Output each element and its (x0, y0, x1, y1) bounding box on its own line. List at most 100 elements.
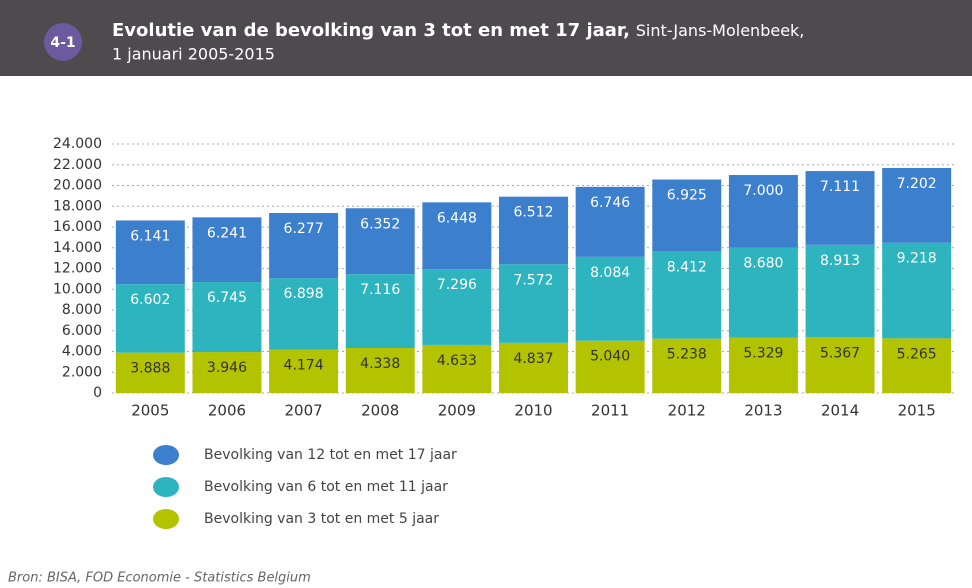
y-tick-label: 20.000 (53, 178, 102, 194)
badge-circle (44, 23, 82, 61)
value-label: 4.174 (284, 358, 324, 374)
bar (728, 175, 798, 248)
value-label: 6.602 (130, 292, 170, 308)
x-tick-label: 2015 (898, 402, 936, 420)
y-tick-label: 2.000 (62, 364, 102, 380)
bar (575, 186, 645, 257)
bar (652, 338, 722, 393)
value-label: 5.238 (667, 347, 707, 363)
value-label: 6.898 (284, 286, 324, 302)
y-tick-label: 4.000 (62, 344, 102, 360)
value-label: 8.680 (743, 256, 783, 272)
x-tick-label: 2011 (591, 402, 629, 420)
value-label: 8.412 (667, 259, 707, 275)
value-label: 5.329 (743, 346, 783, 362)
x-tick-label: 2009 (438, 402, 476, 420)
value-label: 3.946 (207, 360, 247, 376)
value-label: 6.141 (130, 228, 170, 244)
value-label: 6.277 (284, 221, 324, 237)
bar (882, 338, 952, 393)
value-label: 7.202 (897, 176, 937, 192)
y-tick-label: 8.000 (62, 302, 102, 318)
value-label: 5.367 (820, 345, 860, 361)
y-tick-label: 0 (93, 385, 102, 401)
bar (192, 217, 262, 283)
bar (499, 264, 568, 343)
x-tick-label: 2014 (821, 402, 859, 420)
bar (575, 340, 645, 393)
value-label: 7.111 (820, 179, 860, 195)
x-tick-label: 2012 (668, 402, 706, 420)
bar (269, 349, 339, 393)
bar (499, 342, 568, 393)
bar (192, 282, 262, 353)
bar (728, 247, 798, 338)
bar (115, 220, 185, 285)
bar (575, 256, 645, 341)
y-tick-label: 22.000 (53, 157, 102, 173)
value-label: 8.084 (590, 265, 630, 281)
value-label: 8.913 (820, 253, 860, 269)
source: Bron: BISA, FOD Economie - Statistics Be… (8, 571, 311, 586)
bar (652, 179, 722, 252)
y-tick-label: 18.000 (53, 198, 102, 214)
bar (192, 352, 262, 393)
x-tick-label: 2006 (208, 402, 246, 420)
bar (422, 344, 492, 393)
bar (652, 251, 722, 339)
y-tick-label: 10.000 (53, 281, 102, 297)
value-label: 4.837 (513, 351, 553, 367)
bar (115, 284, 185, 353)
bar (499, 196, 568, 265)
bar (115, 352, 185, 393)
value-label: 6.448 (437, 210, 477, 226)
x-tick-label: 2005 (131, 402, 169, 420)
bar (882, 242, 952, 339)
value-label: 6.512 (513, 205, 553, 221)
value-label: 4.338 (360, 356, 400, 372)
y-tick-label: 6.000 (62, 323, 102, 339)
bar (422, 202, 492, 270)
value-label: 4.633 (437, 353, 477, 369)
value-label: 6.352 (360, 216, 400, 232)
bar (422, 269, 492, 345)
subtitle-2: 1 januari 2005-2015 (112, 45, 275, 64)
y-tick-label: 12.000 (53, 261, 102, 277)
bar (805, 244, 875, 338)
y-tick-label: 24.000 (53, 136, 102, 152)
value-label: 6.241 (207, 225, 247, 241)
y-tick-label: 14.000 (53, 240, 102, 256)
title: Evolutie van de bevolking van 3 tot en m… (112, 20, 630, 41)
bar (805, 337, 875, 393)
subtitle: Sint-Jans-Molenbeek, (636, 21, 805, 40)
bar (345, 347, 415, 393)
bar (728, 337, 798, 393)
x-tick-label: 2010 (514, 402, 552, 420)
chart-title: Evolutie van de bevolking van 3 tot en m… (112, 20, 804, 41)
header-band (0, 0, 972, 76)
bar (269, 213, 339, 279)
legend-label: Bevolking van 3 tot en met 5 jaar (204, 511, 439, 527)
bar (805, 171, 875, 245)
x-tick-label: 2008 (361, 402, 399, 420)
legend-swatch (153, 445, 179, 465)
legend-swatch (153, 509, 179, 529)
value-label: 7.116 (360, 282, 400, 298)
value-label: 3.888 (130, 361, 170, 377)
legend-label: Bevolking van 12 tot en met 17 jaar (204, 447, 457, 463)
value-label: 7.000 (743, 183, 783, 199)
value-label: 5.040 (590, 349, 630, 365)
value-label: 7.572 (513, 272, 553, 288)
value-label: 6.745 (207, 290, 247, 306)
badge: 4-1 (50, 35, 75, 51)
value-label: 6.746 (590, 195, 630, 211)
legend-swatch (153, 477, 179, 497)
bar (269, 278, 339, 350)
legend-label: Bevolking van 6 tot en met 11 jaar (204, 479, 448, 495)
bar (345, 274, 415, 348)
bar (345, 208, 415, 275)
x-tick-label: 2013 (744, 402, 782, 420)
value-label: 6.925 (667, 188, 707, 204)
value-label: 5.265 (897, 346, 937, 362)
